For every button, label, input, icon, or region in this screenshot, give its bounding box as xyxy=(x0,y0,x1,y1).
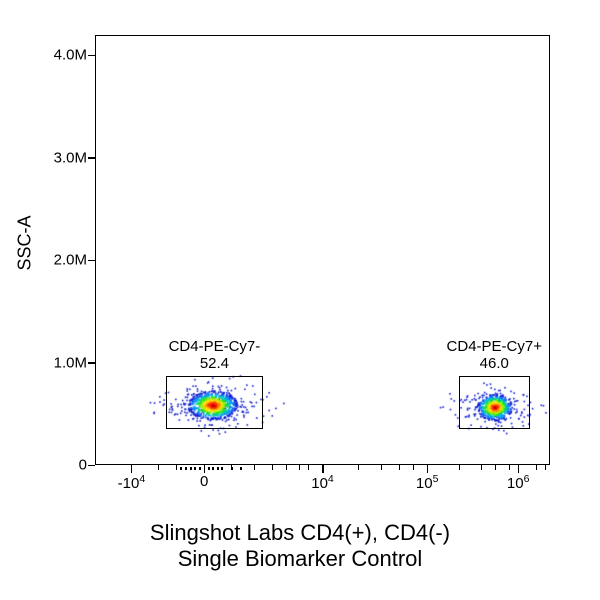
x-tick-label: 106 xyxy=(507,473,530,492)
x-neg-blip xyxy=(231,467,233,470)
y-tick-label: 1.0M xyxy=(45,354,87,371)
x-tick-label: -104 xyxy=(118,473,146,492)
x-minor-tick xyxy=(358,465,359,470)
y-axis-label: SSC-A xyxy=(15,211,36,271)
y-tick-label: 2.0M xyxy=(45,252,87,269)
x-tick-label: 105 xyxy=(416,473,439,492)
x-minor-tick xyxy=(481,465,482,470)
gate-label: CD4-PE-Cy7-52.4 xyxy=(169,338,261,372)
y-tick xyxy=(88,55,95,57)
y-tick-label: 0 xyxy=(45,457,87,474)
x-neg-blip xyxy=(208,467,210,470)
x-minor-tick xyxy=(176,465,177,470)
caption-line-1: Slingshot Labs CD4(+), CD4(-) xyxy=(0,520,600,546)
x-minor-tick xyxy=(459,465,460,470)
y-tick-label: 4.0M xyxy=(45,47,87,64)
x-tick xyxy=(518,465,520,473)
x-neg-blip xyxy=(185,467,187,470)
gate-label: CD4-PE-Cy7+46.0 xyxy=(447,338,542,372)
x-neg-blip xyxy=(240,467,242,470)
x-minor-tick xyxy=(381,465,382,470)
x-minor-tick xyxy=(413,465,414,470)
x-minor-tick xyxy=(272,465,273,470)
x-neg-blip xyxy=(199,467,201,470)
x-minor-tick xyxy=(158,465,159,470)
x-minor-tick xyxy=(254,465,255,470)
x-minor-tick xyxy=(495,465,496,470)
x-tick-label: 0 xyxy=(200,473,208,490)
x-minor-tick xyxy=(299,465,300,470)
x-minor-tick xyxy=(399,465,400,470)
x-neg-blip xyxy=(221,467,223,470)
x-minor-tick xyxy=(536,465,537,470)
y-tick xyxy=(88,157,95,159)
x-neg-blip xyxy=(190,467,192,470)
x-neg-blip xyxy=(212,467,214,470)
x-tick xyxy=(322,465,324,473)
plot-caption: Slingshot Labs CD4(+), CD4(-) Single Bio… xyxy=(0,520,600,572)
x-neg-blip xyxy=(194,467,196,470)
flow-cytometry-plot: SSC-A 0 1.0M 2.0M 3.0M 4.0M -104 0 104 105 106 CD… xyxy=(0,0,600,600)
y-tick xyxy=(88,465,95,467)
y-tick xyxy=(88,260,95,262)
x-neg-blip xyxy=(217,467,219,470)
gate-box xyxy=(459,376,530,429)
y-tick-label: 3.0M xyxy=(45,149,87,166)
x-tick-label: 104 xyxy=(311,473,334,492)
gate-box xyxy=(166,376,264,429)
x-minor-tick xyxy=(509,465,510,470)
x-neg-blip xyxy=(180,467,182,470)
x-tick xyxy=(204,465,206,473)
x-tick xyxy=(131,465,133,473)
x-tick xyxy=(427,465,429,473)
x-minor-tick xyxy=(545,465,546,470)
x-minor-tick xyxy=(286,465,287,470)
caption-line-2: Single Biomarker Control xyxy=(0,546,600,572)
x-minor-tick xyxy=(308,465,309,470)
y-tick xyxy=(88,362,95,364)
